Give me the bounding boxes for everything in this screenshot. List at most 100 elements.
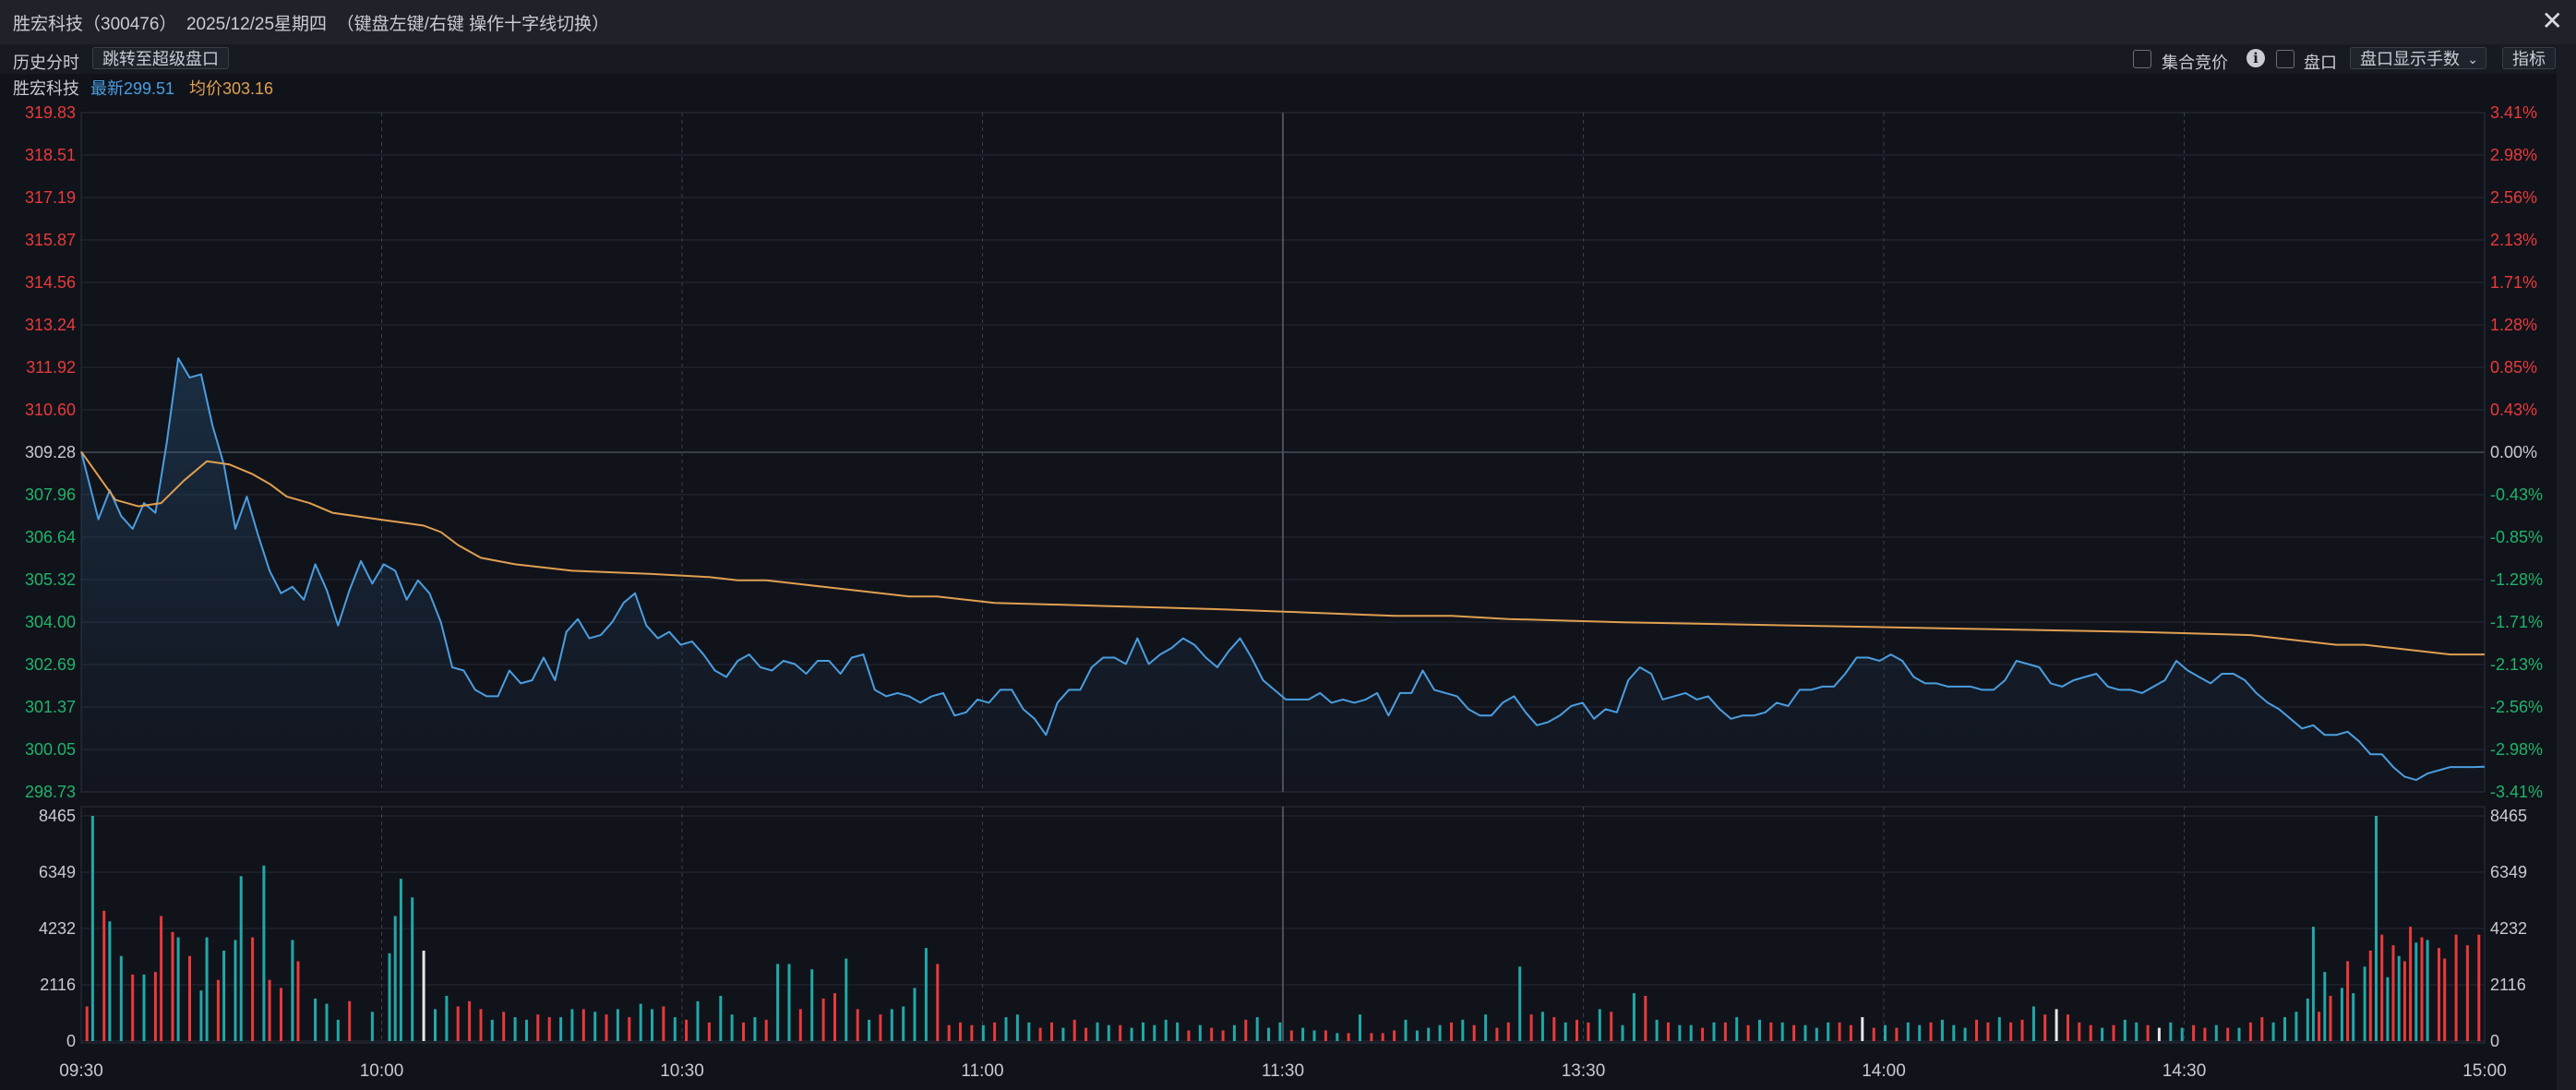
volume-bar <box>1278 1022 1282 1041</box>
volume-bar <box>2465 945 2469 1041</box>
volume-bar <box>2214 1024 2218 1041</box>
volume-bar <box>399 879 402 1041</box>
volume-bar <box>2180 1027 2184 1041</box>
price-tick-label: 309.28 <box>25 443 76 461</box>
volume-bar <box>1187 1030 1191 1041</box>
panel-checkbox[interactable] <box>2276 50 2294 68</box>
volume-bar <box>422 951 425 1041</box>
volume-bar <box>1438 1024 1442 1041</box>
volume-bar <box>1221 1030 1225 1041</box>
volume-bar <box>102 910 106 1041</box>
pct-tick-label: -2.13% <box>2490 655 2543 674</box>
price-tick-label: 318.51 <box>25 146 76 164</box>
volume-bar <box>1461 1019 1465 1041</box>
volume-bar <box>651 1009 653 1041</box>
volume-bar <box>2420 937 2424 1041</box>
pct-tick-label: -2.98% <box>2490 740 2543 759</box>
volume-bar <box>1576 1019 1578 1041</box>
price-tick-label: 300.05 <box>25 740 76 759</box>
volume-bar <box>2402 961 2406 1041</box>
volume-bar <box>1769 1022 1773 1041</box>
volume-bar <box>719 996 723 1041</box>
volume-bar <box>1712 1022 1716 1041</box>
pct-tick-label: -2.56% <box>2490 698 2543 716</box>
volume-bar <box>2203 1027 2207 1041</box>
volume-bar <box>1072 1019 1076 1041</box>
volume-bar <box>2380 934 2384 1041</box>
indicator-button[interactable]: 指标 <box>2502 47 2556 69</box>
volume-bar <box>216 979 220 1041</box>
volume-bar <box>1529 1014 1533 1041</box>
title-bar: 胜宏科技（300476） 2025/12/25星期四 （键盘左键/右键 操作十字… <box>0 0 2576 45</box>
volume-bar <box>2112 1024 2115 1041</box>
pct-tick-label: 0.00% <box>2490 443 2537 461</box>
panel-display-dropdown[interactable]: 盘口显示手数 ⌄ <box>2350 47 2486 69</box>
volume-bar <box>2409 927 2413 1041</box>
pct-tick-label: 1.71% <box>2490 273 2537 292</box>
volume-bar <box>1301 1027 1305 1041</box>
volume-bar <box>1918 1024 1922 1041</box>
volume-bar <box>821 998 825 1041</box>
volume-bar <box>411 897 414 1041</box>
volume-bar <box>1792 1024 1796 1041</box>
volume-bar <box>2329 996 2332 1041</box>
volume-bar <box>628 1017 631 1041</box>
volume-bar <box>2009 1022 2013 1041</box>
volume-bar <box>1838 1022 1841 1041</box>
volume-bar <box>1027 1022 1031 1041</box>
close-icon[interactable]: ✕ <box>2541 6 2563 35</box>
volume-bars <box>85 816 2481 1041</box>
pct-tick-label: 2.13% <box>2490 231 2537 249</box>
volume-tick-label: 4232 <box>39 919 76 938</box>
volume-bar <box>199 990 203 1041</box>
price-tick-label: 306.64 <box>25 528 76 546</box>
volume-bar <box>205 937 209 1041</box>
volume-bar <box>1142 1022 1144 1041</box>
volume-axis: 8465 8465 6349 6349 4232 4232 2116 2116 0 0 <box>39 807 2527 1050</box>
volume-bar <box>1861 1017 1864 1041</box>
pct-tick-label: 0.85% <box>2490 358 2537 377</box>
volume-tick-label: 2116 <box>2490 976 2526 994</box>
volume-bar <box>388 952 391 1041</box>
volume-bar <box>730 1014 734 1041</box>
volume-bar <box>947 1024 951 1041</box>
volume-bar <box>593 1012 597 1041</box>
volume-bar <box>707 1022 711 1041</box>
auction-checkbox[interactable] <box>2133 50 2151 68</box>
volume-bar <box>1895 1027 1899 1041</box>
volume-bar <box>2352 993 2355 1041</box>
volume-bar <box>2397 955 2401 1041</box>
volume-bar <box>776 964 780 1041</box>
price-tick-label: 304.00 <box>25 613 76 631</box>
info-icon[interactable]: i <box>2247 49 2265 67</box>
price-tick-label: 315.87 <box>25 231 76 249</box>
volume-bar <box>2283 1017 2286 1041</box>
volume-bar <box>1689 1024 1693 1041</box>
volume-bar <box>1815 1027 1818 1041</box>
volume-tick-label: 0 <box>2490 1032 2499 1050</box>
volume-tick-label: 6349 <box>2490 863 2527 881</box>
volume-bar <box>1872 1027 1875 1041</box>
volume-bar <box>2020 1019 2024 1041</box>
chevron-down-icon: ⌄ <box>2467 52 2478 66</box>
volume-tick-label: 4232 <box>2490 919 2527 938</box>
volume-bar <box>1997 1017 2001 1041</box>
volume-bar <box>262 865 266 1041</box>
volume-bar <box>685 1019 689 1041</box>
price-tick-label: 313.24 <box>25 316 76 334</box>
pct-tick-label: -0.85% <box>2490 528 2543 546</box>
jump-super-panel-button[interactable]: 跳转至超级盘口 <box>92 47 229 69</box>
volume-bar <box>1370 1033 1373 1041</box>
volume-bar <box>251 937 255 1041</box>
volume-bar <box>108 921 112 1041</box>
volume-bar <box>153 972 157 1041</box>
price-line <box>80 357 2486 782</box>
legend-stock-name: 胜宏科技 <box>13 79 79 98</box>
volume-bar <box>2438 948 2440 1041</box>
volume-bar <box>525 1019 528 1041</box>
intraday-chart[interactable]: 319.83 318.51 317.19 315.87 314.56 313.24 311.… <box>0 98 2557 1090</box>
volume-tick-label: 0 <box>66 1032 76 1050</box>
volume-bar <box>1963 1027 1967 1041</box>
time-tick-label: 11:30 <box>1262 1061 1304 1081</box>
volume-bar <box>1564 1022 1567 1041</box>
